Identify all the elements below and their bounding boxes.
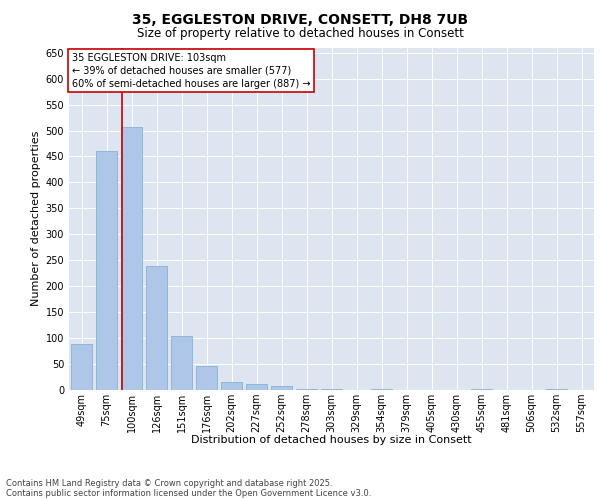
Bar <box>121 127 142 390</box>
Bar <box>271 386 292 390</box>
Bar <box>96 152 117 390</box>
Text: Contains HM Land Registry data © Crown copyright and database right 2025.: Contains HM Land Registry data © Crown c… <box>6 478 332 488</box>
Bar <box>296 389 317 390</box>
Y-axis label: Number of detached properties: Number of detached properties <box>31 131 41 306</box>
Bar <box>221 382 242 390</box>
Text: 35 EGGLESTON DRIVE: 103sqm
← 39% of detached houses are smaller (577)
60% of sem: 35 EGGLESTON DRIVE: 103sqm ← 39% of deta… <box>71 52 310 89</box>
Bar <box>71 344 92 390</box>
Bar <box>196 366 217 390</box>
Text: Contains public sector information licensed under the Open Government Licence v3: Contains public sector information licen… <box>6 488 371 498</box>
Text: 35, EGGLESTON DRIVE, CONSETT, DH8 7UB: 35, EGGLESTON DRIVE, CONSETT, DH8 7UB <box>132 12 468 26</box>
Bar <box>171 336 192 390</box>
Bar <box>246 384 267 390</box>
X-axis label: Distribution of detached houses by size in Consett: Distribution of detached houses by size … <box>191 435 472 445</box>
Text: Size of property relative to detached houses in Consett: Size of property relative to detached ho… <box>137 28 463 40</box>
Bar <box>146 266 167 390</box>
